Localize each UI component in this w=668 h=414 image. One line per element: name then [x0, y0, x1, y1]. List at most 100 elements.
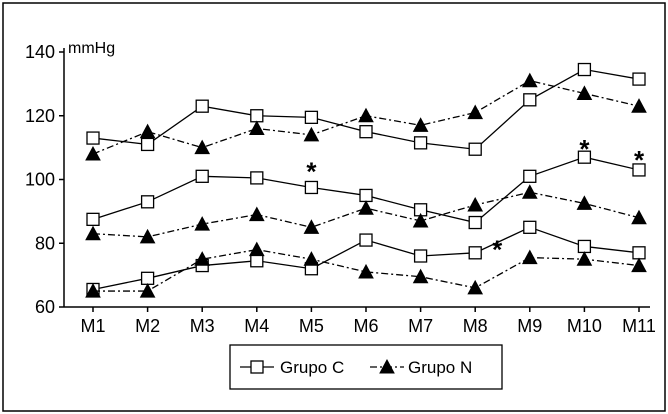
y-tick-label: 60: [35, 297, 55, 317]
data-point-square: [304, 110, 319, 124]
data-point-square: [195, 169, 209, 183]
data-point-square: [468, 215, 482, 230]
legend-box: [229, 344, 503, 390]
data-point-square: [413, 249, 428, 263]
series-grupo-n-5: [85, 241, 647, 298]
data-point-square: [577, 62, 592, 77]
data-point-square: [195, 99, 209, 113]
data-point-triangle: [467, 279, 484, 295]
series-grupo-n-4: [85, 184, 647, 244]
legend-label-grupo-c: Grupo C: [280, 358, 344, 377]
y-axis-unit-label: mmHg: [68, 40, 115, 57]
legend-label-grupo-n: Grupo N: [408, 358, 472, 377]
x-tick-label: M4: [244, 316, 269, 336]
data-point-triangle: [412, 212, 429, 228]
data-point-square: [413, 136, 428, 150]
data-point-triangle: [303, 251, 320, 266]
data-point-triangle: [521, 249, 538, 265]
data-point-square: [577, 239, 592, 254]
x-tick-label: M6: [353, 316, 378, 336]
data-point-triangle: [85, 145, 101, 161]
data-point-square: [632, 163, 646, 177]
series-grupo-n-3: [85, 72, 647, 161]
data-point-triangle: [521, 72, 538, 88]
data-point-triangle: [358, 263, 374, 279]
axes: 140 120 100 80 60 M1 M2 M3 M4 M5 M6 M7 M8 M9 M10 M11: [25, 42, 656, 336]
data-point-triangle: [248, 120, 265, 135]
data-point-triangle: [467, 196, 484, 212]
data-point-triangle: [303, 219, 320, 234]
data-point-triangle: [576, 85, 593, 100]
y-tick-label: 140: [25, 42, 55, 62]
data-point-triangle: [194, 216, 211, 231]
data-point-triangle: [248, 241, 265, 257]
data-point-triangle: [194, 251, 211, 266]
x-tick-label: M3: [190, 316, 215, 336]
x-tick-label: M5: [299, 316, 324, 336]
data-point-square: [250, 171, 264, 185]
data-point-square: [250, 109, 264, 123]
data-point-square: [250, 254, 264, 268]
data-point-triangle: [412, 268, 429, 284]
significance-asterisk: *: [492, 234, 503, 264]
data-point-triangle: [248, 206, 265, 222]
data-point-triangle: [139, 123, 156, 139]
series-grupo-c-1: [86, 150, 646, 230]
significance-asterisk: *: [579, 134, 590, 164]
data-point-triangle: [358, 200, 374, 215]
series-line: [93, 248, 640, 292]
data-point-triangle: [358, 107, 374, 123]
legend-marker-grupo-c: [250, 360, 264, 374]
data-point-triangle: [467, 104, 484, 120]
data-point-square: [86, 212, 100, 226]
data-point-square: [359, 188, 373, 203]
x-tick-label: M10: [567, 316, 602, 336]
data-point-square: [304, 180, 319, 195]
data-point-square: [523, 93, 537, 107]
data-point-triangle: [576, 195, 593, 210]
y-tick-label: 100: [25, 170, 55, 190]
annotation-layer: * * * *: [306, 134, 645, 264]
data-point-square: [632, 72, 646, 86]
data-point-triangle: [576, 251, 593, 266]
data-point-triangle: [631, 209, 647, 225]
data-point-square: [523, 220, 537, 234]
data-point-triangle: [85, 225, 101, 241]
x-tick-label: M9: [517, 316, 542, 336]
y-tick-label: 80: [35, 233, 55, 253]
data-point-square: [468, 246, 482, 260]
data-point-square: [86, 131, 100, 145]
data-point-square: [632, 246, 646, 260]
x-tick-label: M1: [80, 316, 105, 336]
data-point-triangle: [139, 283, 156, 298]
y-tick-label: 120: [25, 106, 55, 126]
significance-asterisk: *: [634, 145, 645, 175]
series-grupo-c-0: [86, 62, 646, 156]
x-tick-label: M11: [622, 316, 656, 336]
data-point-square: [577, 150, 592, 164]
x-tick-label: M8: [463, 316, 488, 336]
x-tick-label: M2: [135, 316, 160, 336]
data-point-square: [468, 142, 482, 156]
legend-marker-grupo-n: [379, 358, 395, 374]
data-point-square: [359, 233, 373, 247]
data-point-triangle: [521, 184, 538, 199]
data-point-square: [140, 271, 155, 285]
data-point-triangle: [139, 228, 156, 244]
data-point-triangle: [412, 117, 429, 132]
data-point-square: [140, 195, 155, 209]
legend: Grupo C Grupo N: [229, 344, 503, 390]
data-point-square: [359, 125, 373, 139]
x-tick-label: M7: [408, 316, 433, 336]
data-point-triangle: [631, 98, 647, 113]
data-point-square: [140, 137, 155, 152]
data-point-triangle: [85, 283, 101, 298]
data-point-triangle: [631, 257, 647, 273]
data-point-triangle: [194, 139, 211, 155]
data-point-triangle: [303, 126, 320, 142]
data-point-square: [523, 169, 537, 183]
significance-asterisk: *: [306, 156, 317, 186]
